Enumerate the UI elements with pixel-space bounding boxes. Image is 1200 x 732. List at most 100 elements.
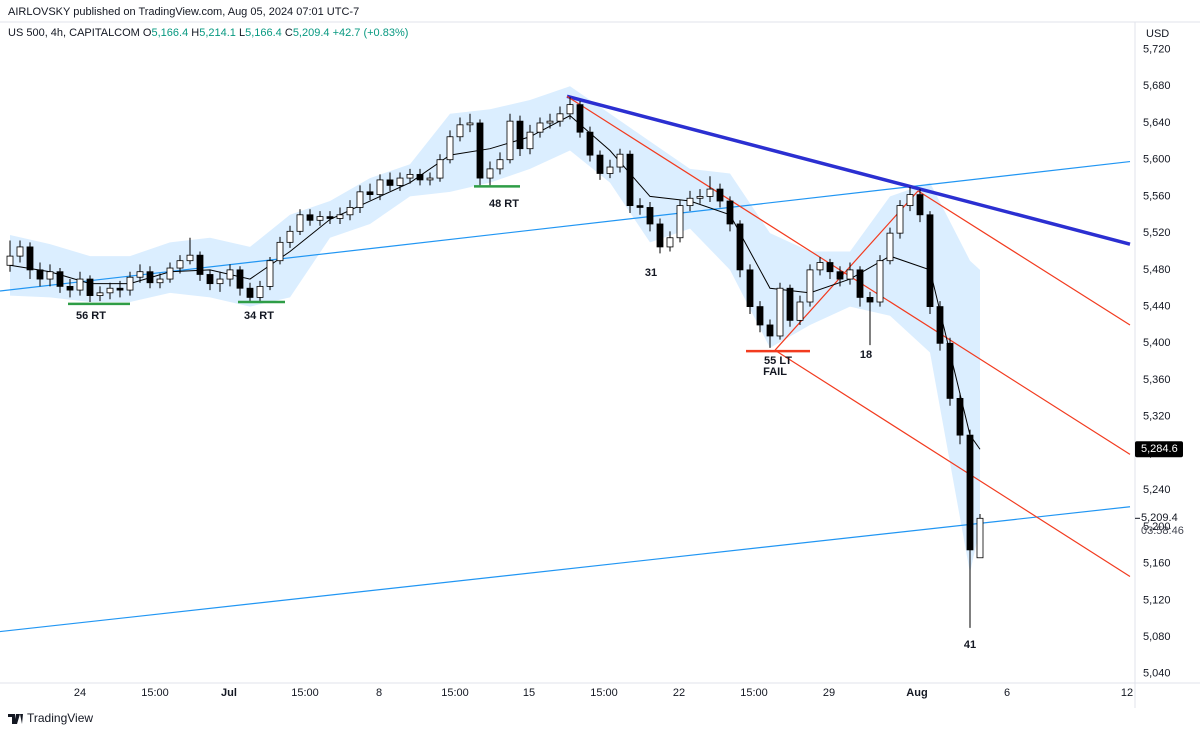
candle-body (946, 342, 954, 399)
candle-body (416, 173, 424, 181)
currency: USD (1146, 28, 1169, 40)
x-tick-label: 15 (523, 687, 535, 699)
candle-body (86, 278, 94, 296)
candle-body (796, 301, 804, 321)
annotation: 41 (964, 639, 976, 651)
candle-body (136, 271, 144, 278)
annotation: 55 LT (764, 355, 792, 367)
trend-line (566, 94, 1131, 246)
candle-body (906, 194, 914, 207)
candle-body (766, 324, 774, 337)
y-tick-label: 5,480 (1143, 264, 1171, 276)
candle-body (446, 136, 454, 161)
candle-body (196, 254, 204, 275)
candle-body (586, 131, 594, 156)
ohlc-value: 5,166.4 (151, 27, 188, 39)
ma-label-box (1135, 441, 1183, 458)
x-tick-label: 15:00 (590, 687, 618, 699)
candle-body (316, 216, 324, 221)
y-tick-label: 5,520 (1143, 227, 1171, 239)
x-tick-label: 8 (376, 687, 382, 699)
candle-body (636, 205, 644, 208)
candle-body (916, 194, 924, 216)
candle-body (526, 131, 534, 150)
x-tick-label: 6 (1004, 687, 1010, 699)
brand: TradingView (8, 711, 93, 725)
candle-body (896, 205, 904, 234)
ohlc-label: H (191, 27, 199, 39)
candle-body (396, 177, 404, 186)
candle-body (836, 271, 844, 280)
trend-line (0, 506, 1131, 633)
candle-body (536, 122, 544, 133)
y-tick-label: 5,560 (1143, 190, 1171, 202)
candle-body (666, 237, 674, 248)
candle-body (736, 223, 744, 271)
candle-body (976, 517, 984, 559)
candle-body (926, 214, 934, 307)
symbol-info: US 500, 4h, CAPITALCOM O5,166.4 H5,214.1… (8, 27, 408, 39)
candle-body (366, 191, 374, 195)
candle-body (76, 278, 84, 291)
candle-body (696, 196, 704, 199)
candle-body (646, 207, 654, 225)
x-tick-label: 15:00 (441, 687, 469, 699)
candle-body (226, 269, 234, 280)
ohlc-value: 5,214.1 (199, 27, 236, 39)
candle-body (776, 287, 784, 337)
candle-body (66, 285, 74, 291)
y-tick-label: 5,120 (1143, 594, 1171, 606)
candle-body (846, 269, 854, 280)
candle-body (676, 205, 684, 239)
candle-body (786, 287, 794, 321)
logo (8, 714, 23, 724)
trend-line (0, 160, 1131, 292)
candle-body (246, 287, 254, 298)
y-tick-label: 5,320 (1143, 411, 1171, 423)
candle-body (936, 306, 944, 344)
y-tick-label: 5,680 (1143, 80, 1171, 92)
x-tick-label: 22 (673, 687, 685, 699)
candle-body (106, 287, 114, 294)
trend-line (917, 190, 1131, 326)
candle-body (186, 254, 194, 262)
trend-line (774, 190, 919, 351)
candle-body (706, 188, 714, 197)
candle-body (506, 120, 514, 161)
candle-body (286, 230, 294, 243)
ohlc-value: 5,209.4 (293, 27, 330, 39)
price-label: 5,209.4 (1141, 512, 1178, 524)
candle-body (306, 214, 314, 221)
y-tick-label: 5,360 (1143, 374, 1171, 386)
candle-body (566, 104, 574, 115)
candle-body (576, 104, 584, 133)
candle-body (166, 267, 174, 280)
candle-body (36, 269, 44, 280)
candle-body (176, 260, 184, 269)
candle-body (516, 120, 524, 150)
candle-body (126, 276, 134, 291)
candle-body (426, 177, 434, 181)
candle-body (656, 223, 664, 248)
candle-body (816, 262, 824, 271)
candle-body (456, 124, 464, 138)
candle-body (626, 153, 634, 207)
x-tick-label: 15:00 (740, 687, 768, 699)
candle-body (56, 271, 64, 287)
candle-body (466, 122, 474, 126)
y-tick-label: 5,200 (1143, 521, 1171, 533)
candle-body (236, 269, 244, 289)
x-tick-label: 29 (823, 687, 835, 699)
annotation: 31 (645, 267, 657, 279)
candle-body (616, 153, 624, 168)
candle-body (876, 260, 884, 303)
candle-body (206, 274, 214, 285)
candle-body (756, 306, 764, 326)
y-tick-label: 5,720 (1143, 43, 1171, 55)
publisher: AIRLOVSKY published on TradingView.com, … (8, 6, 359, 18)
x-tick-label: 15:00 (141, 687, 169, 699)
candle-body (296, 214, 304, 232)
y-tick-label: 5,160 (1143, 558, 1171, 570)
candle-body (26, 246, 34, 271)
annotation: FAIL (763, 366, 787, 378)
